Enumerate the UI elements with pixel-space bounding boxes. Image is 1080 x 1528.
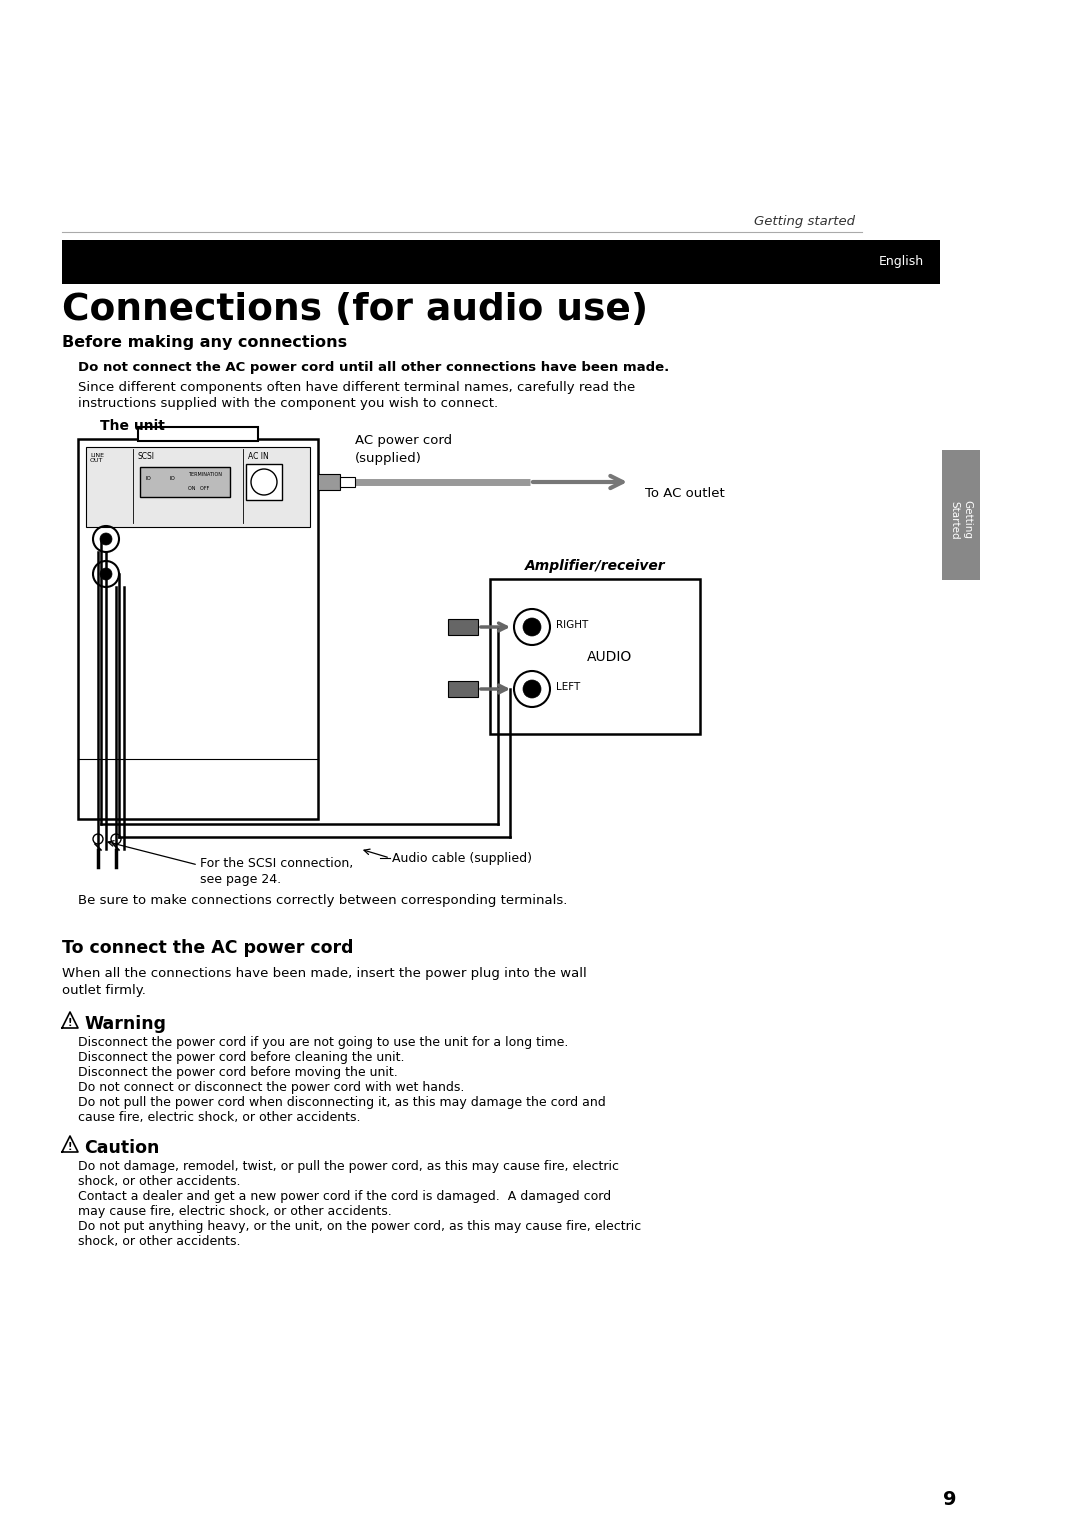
Bar <box>138 426 258 442</box>
Text: SCSI: SCSI <box>138 452 156 461</box>
Text: Do not damage, remodel, twist, or pull the power cord, as this may cause fire, e: Do not damage, remodel, twist, or pull t… <box>78 1160 619 1174</box>
Text: instructions supplied with the component you wish to connect.: instructions supplied with the component… <box>78 397 498 410</box>
Text: Do not put anything heavy, or the unit, on the power cord, as this may cause fir: Do not put anything heavy, or the unit, … <box>78 1219 642 1233</box>
Bar <box>448 681 478 697</box>
Text: For the SCSI connection,: For the SCSI connection, <box>200 857 353 869</box>
Text: To connect the AC power cord: To connect the AC power cord <box>62 940 353 957</box>
Bar <box>490 579 700 733</box>
Text: Caution: Caution <box>84 1138 160 1157</box>
Text: 9: 9 <box>943 1490 957 1510</box>
Text: IO: IO <box>168 477 175 481</box>
Text: Before making any connections: Before making any connections <box>62 335 347 350</box>
Text: To AC outlet: To AC outlet <box>645 487 725 500</box>
Text: Getting
Started: Getting Started <box>949 501 972 539</box>
Text: AC IN: AC IN <box>248 452 269 461</box>
Text: cause fire, electric shock, or other accidents.: cause fire, electric shock, or other acc… <box>78 1111 361 1125</box>
Text: Do not connect or disconnect the power cord with wet hands.: Do not connect or disconnect the power c… <box>78 1080 464 1094</box>
Bar <box>62 240 862 284</box>
Bar <box>246 465 282 500</box>
Text: shock, or other accidents.: shock, or other accidents. <box>78 1235 241 1248</box>
Text: AUDIO: AUDIO <box>588 649 633 665</box>
Circle shape <box>523 680 541 698</box>
Text: see page 24.: see page 24. <box>200 872 281 886</box>
Bar <box>318 474 340 490</box>
Text: LEFT: LEFT <box>556 681 580 692</box>
Text: may cause fire, electric shock, or other accidents.: may cause fire, electric shock, or other… <box>78 1206 392 1218</box>
Text: Be sure to make connections correctly between corresponding terminals.: Be sure to make connections correctly be… <box>78 894 567 908</box>
Text: The unit: The unit <box>100 419 165 432</box>
Circle shape <box>100 533 112 545</box>
Bar <box>448 619 478 636</box>
Circle shape <box>523 617 541 636</box>
Text: (supplied): (supplied) <box>355 452 422 465</box>
Text: Connections (for audio use): Connections (for audio use) <box>62 292 648 329</box>
Text: outlet firmly.: outlet firmly. <box>62 984 146 996</box>
Text: Warning: Warning <box>84 1015 166 1033</box>
Text: !: ! <box>68 1141 72 1152</box>
Bar <box>862 240 940 284</box>
Text: When all the connections have been made, insert the power plug into the wall: When all the connections have been made,… <box>62 967 586 979</box>
Text: Disconnect the power cord before moving the unit.: Disconnect the power cord before moving … <box>78 1067 397 1079</box>
Bar <box>340 477 355 487</box>
Text: Contact a dealer and get a new power cord if the cord is damaged.  A damaged cor: Contact a dealer and get a new power cor… <box>78 1190 611 1203</box>
Bar <box>942 451 980 581</box>
Text: TERMINATION: TERMINATION <box>188 472 222 477</box>
Bar <box>78 439 318 819</box>
Text: Disconnect the power cord before cleaning the unit.: Disconnect the power cord before cleanin… <box>78 1051 405 1063</box>
Circle shape <box>100 568 112 581</box>
Text: Since different components often have different terminal names, carefully read t: Since different components often have di… <box>78 380 635 394</box>
Text: Audio cable (supplied): Audio cable (supplied) <box>392 853 532 865</box>
Bar <box>140 468 230 497</box>
Text: Do not pull the power cord when disconnecting it, as this may damage the cord an: Do not pull the power cord when disconne… <box>78 1096 606 1109</box>
Text: RIGHT: RIGHT <box>556 620 589 630</box>
Text: IO: IO <box>146 477 152 481</box>
Circle shape <box>514 671 550 707</box>
Text: Amplifier/receiver: Amplifier/receiver <box>525 559 665 573</box>
Text: Do not connect the AC power cord until all other connections have been made.: Do not connect the AC power cord until a… <box>78 361 670 374</box>
Text: AC power cord: AC power cord <box>355 434 453 448</box>
Text: shock, or other accidents.: shock, or other accidents. <box>78 1175 241 1187</box>
Text: Disconnect the power cord if you are not going to use the unit for a long time.: Disconnect the power cord if you are not… <box>78 1036 568 1050</box>
Text: !: ! <box>68 1018 72 1028</box>
Text: Getting started: Getting started <box>754 215 855 228</box>
Circle shape <box>514 610 550 645</box>
Bar <box>86 448 310 527</box>
Text: LINE
OUT: LINE OUT <box>90 452 104 463</box>
Text: English: English <box>878 255 923 269</box>
Text: ON   OFF: ON OFF <box>188 486 210 492</box>
